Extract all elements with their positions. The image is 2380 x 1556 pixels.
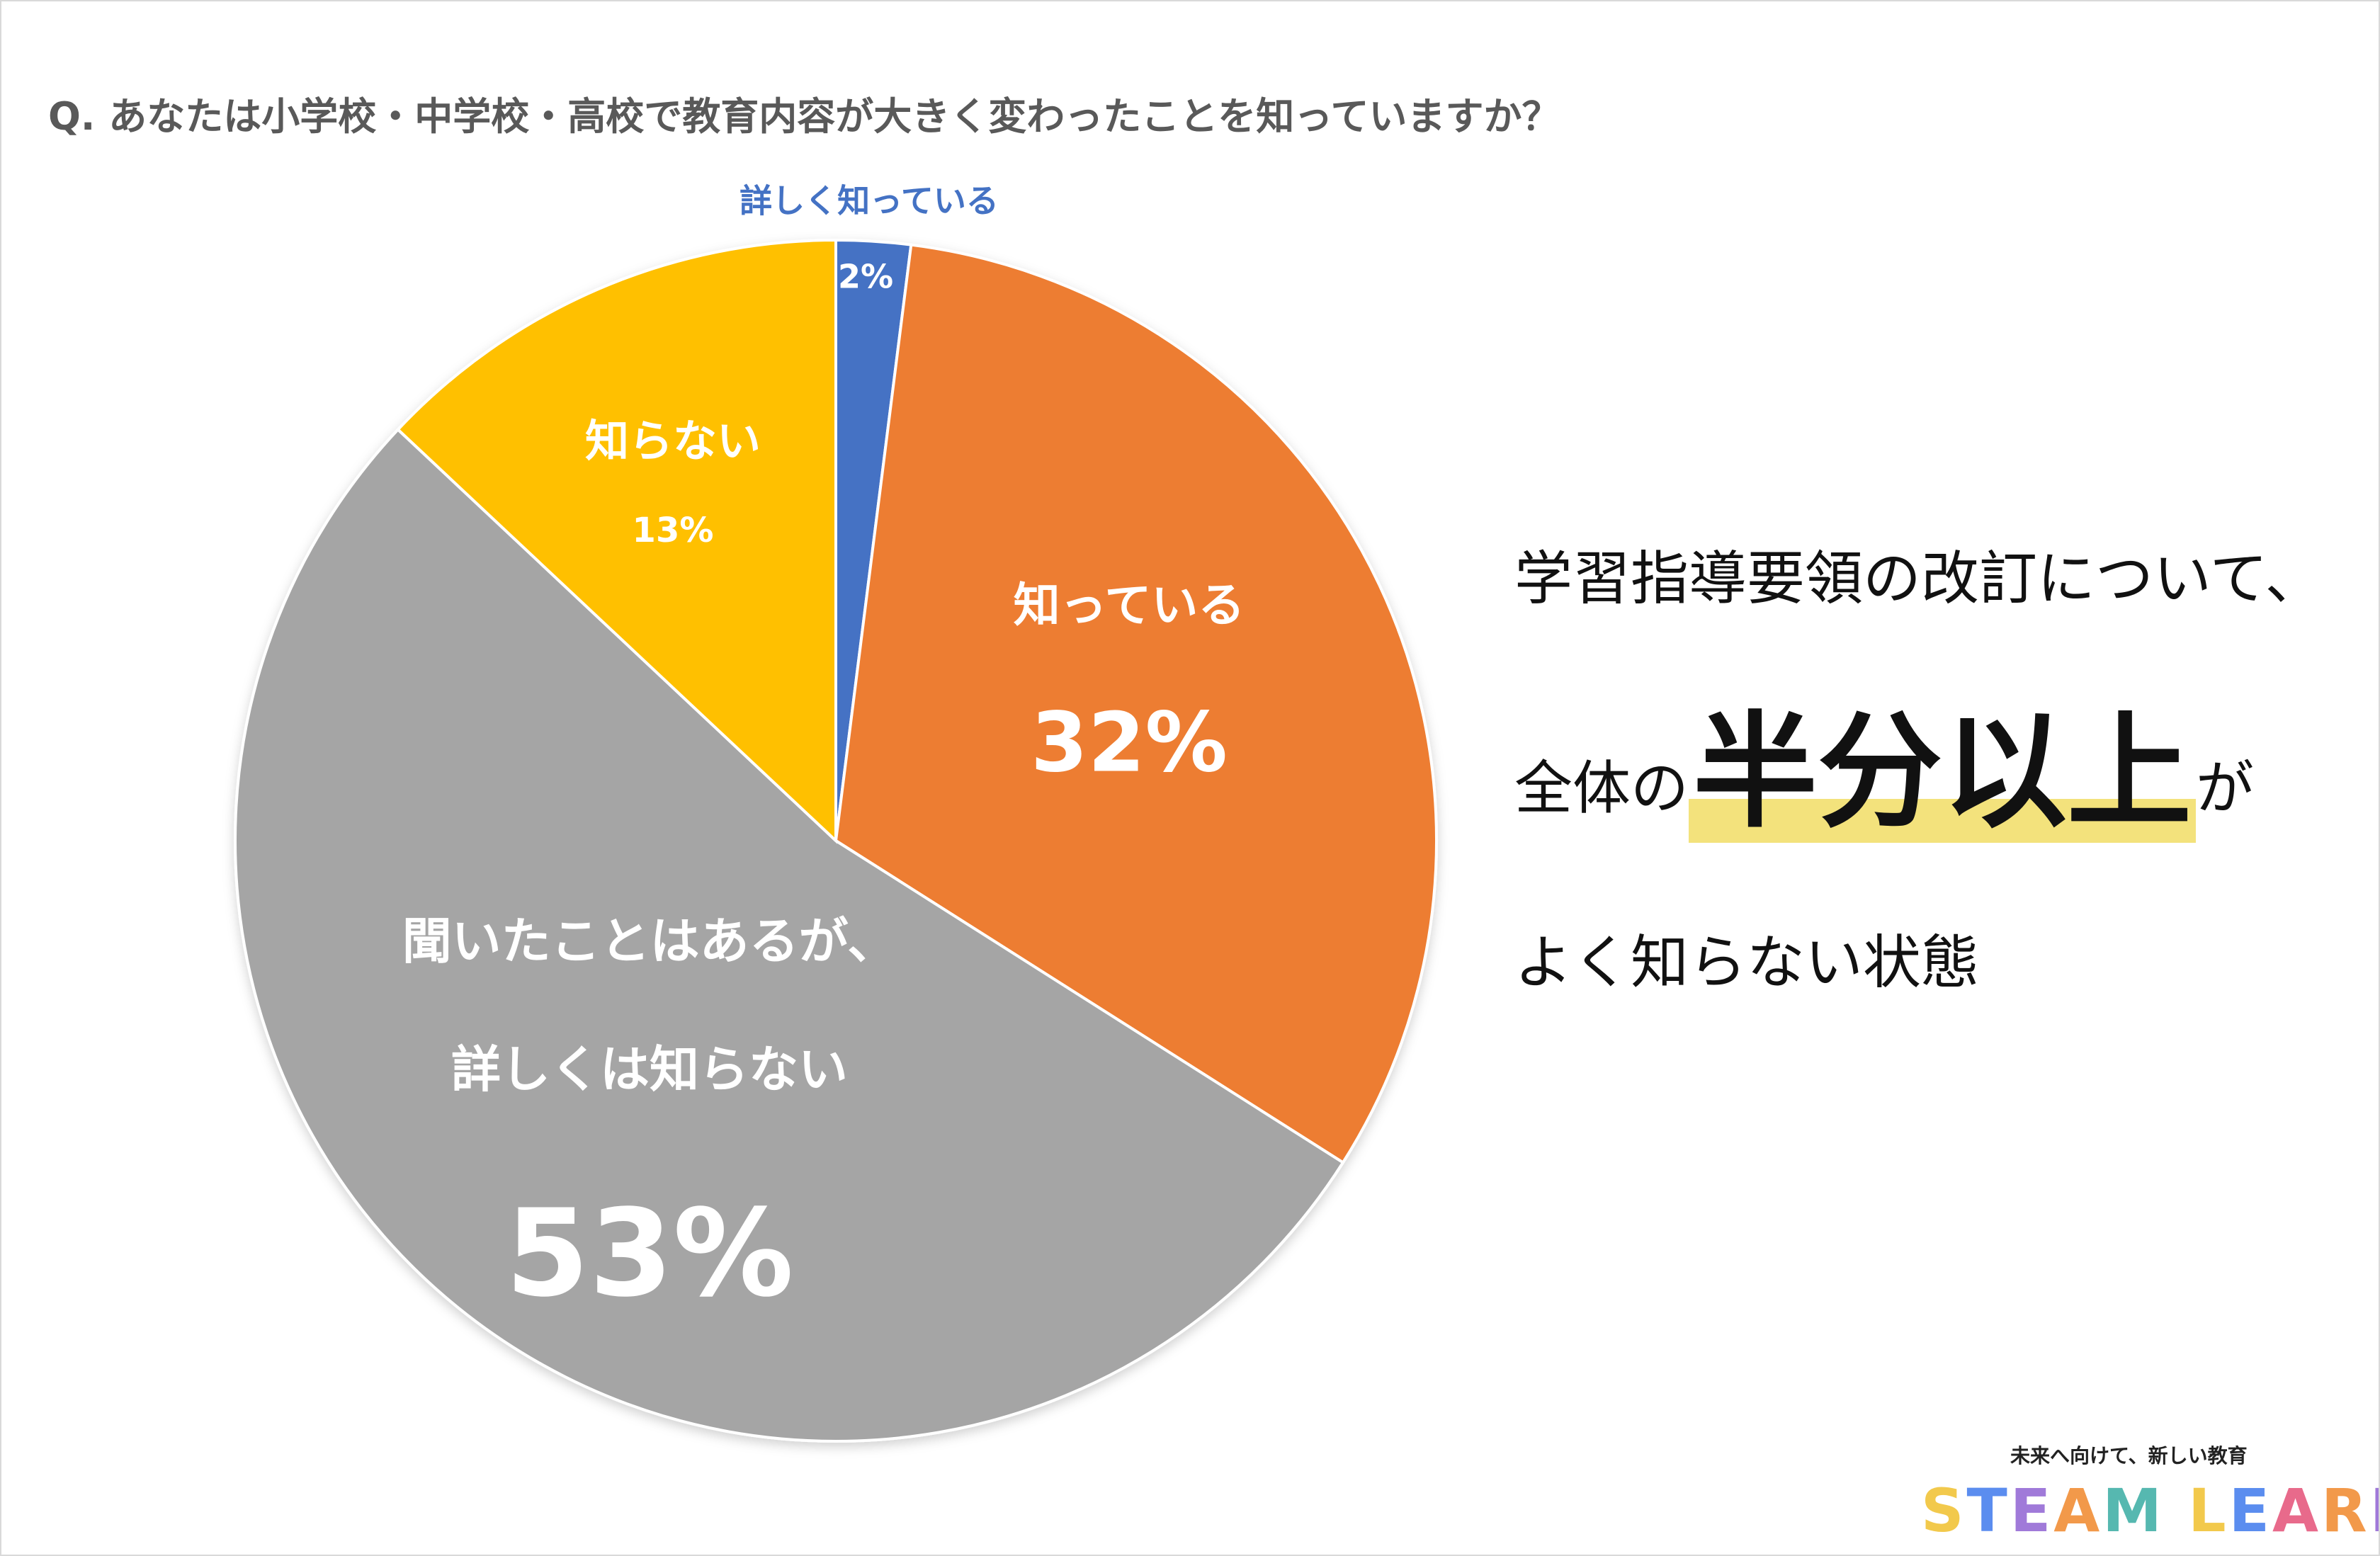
- slice-label-0: 詳しく知っている: [740, 182, 999, 220]
- summary-highlight: 半分以上: [1689, 671, 2197, 851]
- slice-label-2: 聞いたことはあるが、: [402, 912, 897, 970]
- highlight-marker: [1689, 799, 2197, 843]
- slice-label-1: 知っている: [1014, 578, 1245, 632]
- brand-letter: E: [2010, 1476, 2054, 1545]
- summary-highlight-text: 半分以上: [1693, 700, 2192, 845]
- brand-tagline: 未来へ向けて、新しい教育: [2010, 1444, 2248, 1467]
- summary-line-3: よく知らない状態: [1514, 929, 1980, 996]
- brand-letter: M: [2102, 1476, 2165, 1545]
- slice-percent-2: 53%: [506, 1183, 794, 1324]
- pie-slices: [234, 238, 1438, 1443]
- brand-letter: E: [2228, 1476, 2272, 1545]
- brand-letter: R: [2321, 1476, 2370, 1545]
- summary-line-1: 学習指導要領の改訂について、: [1514, 545, 2323, 613]
- brand-letter: S: [1921, 1476, 1967, 1545]
- brand-logo: STEAM LEARN: [1921, 1476, 2379, 1545]
- pie-slice-3: [396, 238, 837, 844]
- brand-letter: A: [2272, 1476, 2321, 1545]
- slice-percent-1: 32%: [1031, 695, 1228, 791]
- brand-letter: L: [2188, 1476, 2229, 1545]
- brand-letter: T: [1966, 1476, 2010, 1545]
- slice-label-3: 知らない: [585, 415, 761, 467]
- summary-line-2-after: が: [2196, 755, 2255, 822]
- slice-label-2-line2: 詳しくは知らない: [451, 1040, 848, 1098]
- brand-letter: [2165, 1476, 2188, 1545]
- question-title: Q. あなたは小学校・中学校・高校で教育内容が大きく変わったことを知っていますか…: [48, 94, 1560, 139]
- slice-percent-3: 13%: [633, 511, 714, 550]
- summary-line-2: 全体の 半分以上が: [1514, 671, 2254, 851]
- summary-line-2-before: 全体の: [1514, 755, 1689, 822]
- slice-percent-0: 2%: [838, 258, 893, 296]
- brand-letter: N: [2370, 1476, 2379, 1545]
- pie-slice-2: [234, 427, 1345, 1443]
- brand-letter: A: [2053, 1476, 2103, 1545]
- pie-slice-1: [834, 243, 1438, 1165]
